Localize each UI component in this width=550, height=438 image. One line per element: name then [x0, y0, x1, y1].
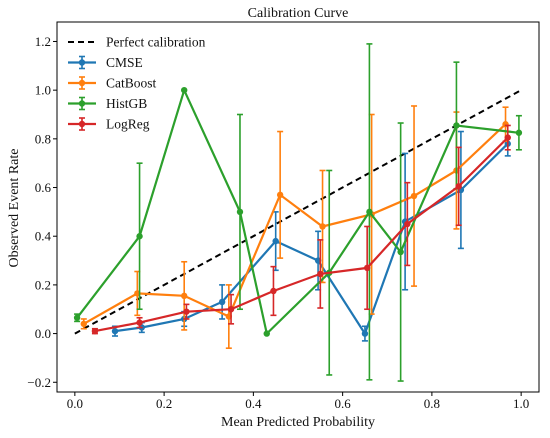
- legend-label: CatBoost: [106, 76, 157, 91]
- cmse-point: [218, 298, 226, 306]
- y-tick-label: 0.6: [35, 180, 52, 195]
- histgb-point: [136, 233, 143, 240]
- histgb-line: [76, 87, 520, 336]
- x-tick-label: 0.6: [335, 396, 352, 411]
- y-tick-label: 0.4: [35, 229, 52, 244]
- x-tick-label: 0.4: [245, 396, 262, 411]
- logreg-line: [94, 136, 509, 333]
- plot-frame: [56, 21, 540, 393]
- legend-entry-perfect-calibration: Perfect calibration: [68, 35, 206, 50]
- logreg-point: [455, 183, 462, 190]
- y-tick-label: 0.8: [35, 131, 51, 146]
- legend-entry-cmse: CMSE: [68, 55, 143, 70]
- chart-title: Calibration Curve: [248, 6, 349, 21]
- y-axis-label: Observed Event Rate: [7, 149, 22, 268]
- x-tick-label: 0.2: [156, 396, 172, 411]
- cmse-line: [114, 142, 509, 337]
- logreg-point: [317, 270, 324, 278]
- catboost-point: [180, 292, 188, 300]
- logreg-point: [270, 287, 277, 295]
- catboost-line: [83, 123, 507, 325]
- cmse-point: [111, 327, 119, 335]
- series-cmse: [111, 130, 511, 342]
- series-catboost: [80, 105, 509, 349]
- series-logreg: [91, 124, 511, 335]
- histgb-point: [73, 314, 81, 321]
- legend-marker: [78, 120, 86, 128]
- legend: Perfect calibration CMSE CatBoost HistGB Log…: [68, 35, 206, 132]
- legend-marker: [78, 79, 86, 87]
- logreg-point: [91, 327, 99, 335]
- histgb-point: [180, 86, 188, 94]
- logreg-point: [404, 220, 411, 228]
- logreg-point: [504, 134, 511, 141]
- cmse-point: [361, 330, 369, 337]
- histgb-point: [236, 208, 244, 216]
- catboost-point: [80, 320, 87, 328]
- legend-label: Perfect calibration: [106, 35, 206, 50]
- y-tick-label: 0.0: [35, 326, 51, 341]
- legend-marker: [78, 59, 86, 66]
- legend-marker: [78, 100, 86, 107]
- y-tick-label: −0.2: [27, 375, 51, 390]
- logreg-point: [183, 308, 190, 315]
- legend-label: HistGB: [106, 96, 147, 111]
- catboost-point: [319, 223, 326, 230]
- histgb-point: [515, 129, 523, 136]
- logreg-point: [363, 264, 371, 272]
- catboost-point: [410, 192, 418, 200]
- y-tick-label: 1.0: [35, 83, 51, 98]
- legend-entry-logreg: LogReg: [68, 117, 150, 132]
- logreg-point: [136, 319, 143, 326]
- legend-entry-histgb: HistGB: [68, 96, 147, 111]
- histgb-point: [397, 248, 404, 256]
- x-tick-label: 0.0: [67, 396, 83, 411]
- histgb-point: [263, 330, 270, 337]
- histgb-point: [366, 208, 373, 216]
- x-axis-label: Mean Predicted Probability: [221, 415, 375, 430]
- legend-label: LogReg: [106, 117, 150, 132]
- cmse-point: [272, 237, 279, 245]
- logreg-point: [227, 306, 235, 313]
- x-tick-label: 1.0: [513, 396, 529, 411]
- plot-area: 0.0 0.2 0.4 0.6 0.8 1.0 −0.2 0.0 0.2 0.4 0.6 0.8 1.0…: [27, 21, 540, 411]
- y-tick-label: 1.2: [35, 34, 51, 49]
- legend-entry-catboost: CatBoost: [68, 76, 157, 91]
- catboost-point: [276, 191, 284, 199]
- y-tick-label: 0.2: [35, 277, 51, 292]
- legend-label: CMSE: [106, 55, 143, 70]
- x-tick-label: 0.8: [424, 396, 440, 411]
- histgb-point: [453, 122, 460, 129]
